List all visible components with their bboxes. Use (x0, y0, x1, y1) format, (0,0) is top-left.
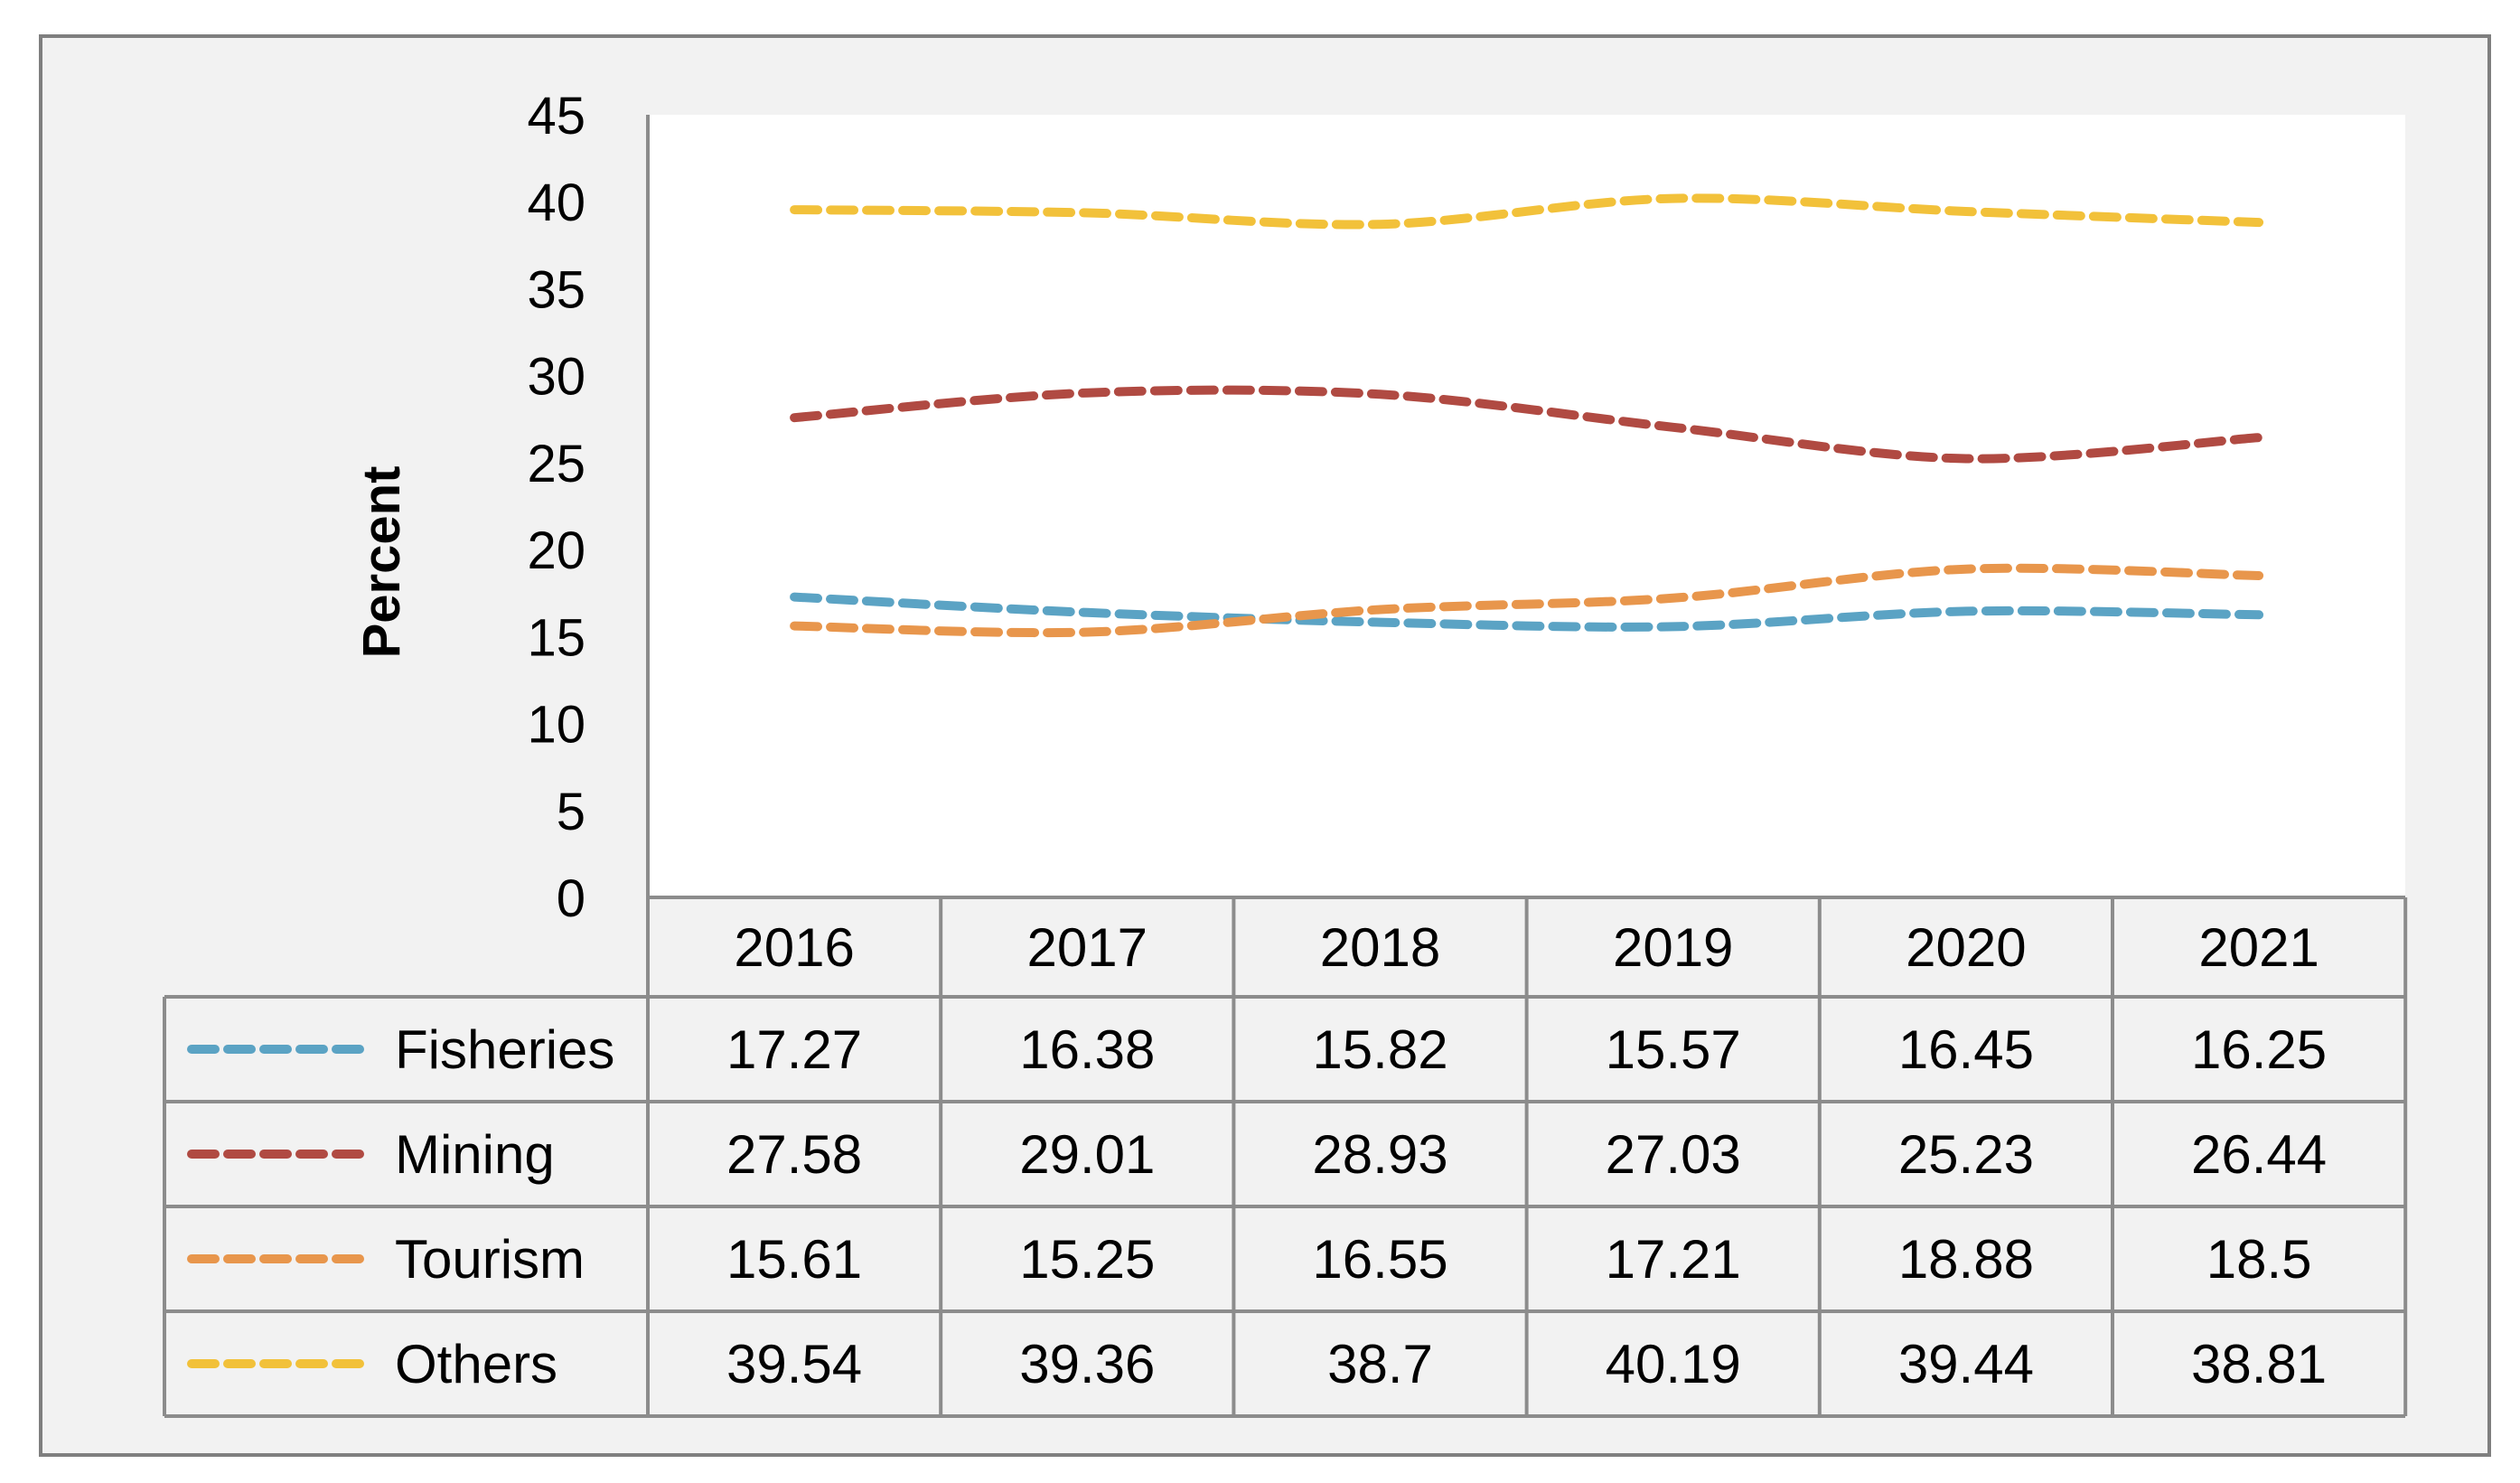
legend-label: Fisheries (395, 1019, 614, 1080)
y-tick-label: 25 (527, 435, 586, 493)
table-cell-value: 26.44 (2191, 1124, 2327, 1185)
table-cell-value: 39.36 (1019, 1334, 1155, 1394)
table-cell-value: 38.81 (2191, 1334, 2327, 1394)
y-tick-label: 15 (527, 608, 586, 667)
table-cell-value: 16.55 (1312, 1229, 1447, 1290)
y-tick-label: 45 (527, 87, 586, 145)
table-cell-value: 27.58 (726, 1124, 862, 1185)
y-tick-label: 10 (527, 696, 586, 755)
table-cell-value: 15.25 (1019, 1229, 1155, 1290)
y-tick-label: 30 (527, 348, 586, 407)
x-tick-label: 2021 (2198, 917, 2319, 978)
series-line-fisheries (790, 592, 2264, 632)
table-cell-value: 15.57 (1606, 1019, 1741, 1080)
x-tick-label: 2018 (1320, 917, 1440, 978)
table-cell-value: 25.23 (1898, 1124, 2034, 1185)
table-cell-value: 29.01 (1019, 1124, 1155, 1185)
table-cell-value: 15.61 (726, 1229, 862, 1290)
x-tick-label: 2017 (1027, 917, 1148, 978)
y-axis-title: Percent (352, 466, 411, 659)
y-tick-label: 0 (557, 869, 586, 928)
y-tick-label: 40 (527, 174, 586, 232)
x-tick-label: 2020 (1906, 917, 2026, 978)
x-tick-label: 2016 (734, 917, 854, 978)
table-cell-value: 16.25 (2191, 1019, 2327, 1080)
table-cell-value: 27.03 (1606, 1124, 1741, 1185)
table-cell-value: 15.82 (1312, 1019, 1447, 1080)
legend-label: Others (395, 1334, 557, 1394)
series-line-mining (790, 385, 2264, 464)
y-tick-label: 20 (527, 521, 586, 580)
y-tick-label: 5 (557, 783, 586, 841)
plot-area (648, 115, 2405, 897)
table-cell-value: 38.7 (1327, 1334, 1433, 1394)
table-cell-value: 39.44 (1898, 1334, 2034, 1394)
table-cell-value: 28.93 (1312, 1124, 1447, 1185)
table-cell-value: 18.5 (2206, 1229, 2312, 1290)
table-cell-value: 17.21 (1606, 1229, 1741, 1290)
series-line-tourism (790, 563, 2264, 638)
table-cell-value: 39.54 (726, 1334, 862, 1394)
table-cell-value: 16.45 (1898, 1019, 2034, 1080)
series-line-others (790, 193, 2264, 230)
y-tick-label: 35 (527, 260, 586, 319)
table-cell-value: 16.38 (1019, 1019, 1155, 1080)
table-cell-value: 17.27 (726, 1019, 862, 1080)
legend-label: Mining (395, 1124, 555, 1185)
legend-label: Tourism (395, 1229, 585, 1290)
table-cell-value: 40.19 (1606, 1334, 1741, 1394)
table-cell-value: 18.88 (1898, 1229, 2034, 1290)
x-tick-label: 2019 (1613, 917, 1733, 978)
